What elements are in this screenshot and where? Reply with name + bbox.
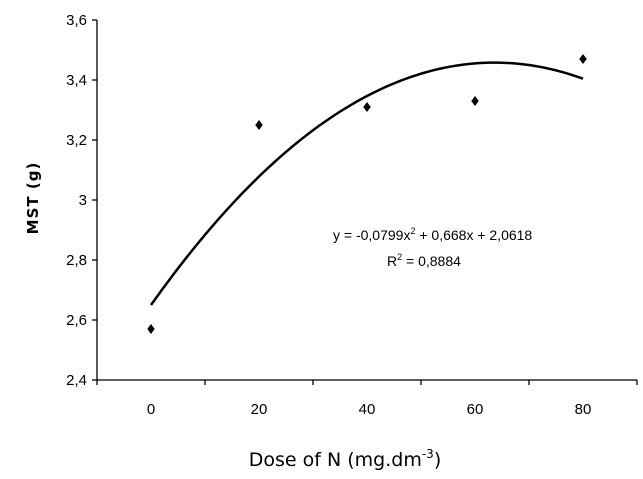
y-tick-label: 3,4 (66, 72, 87, 89)
data-point (255, 120, 263, 130)
x-tick-label: 80 (575, 401, 592, 418)
data-point (579, 54, 587, 64)
x-tick-label: 20 (251, 401, 268, 418)
data-points (147, 54, 587, 334)
x-axis-label: Dose of N (mg.dm-3) (249, 447, 441, 471)
y-tick-label: 3 (79, 192, 87, 209)
axes (92, 19, 638, 385)
y-tick-labels: 2,4 2,6 2,8 3 3,2 3,4 3,6 (66, 12, 87, 389)
y-tick-label: 2,6 (66, 312, 87, 329)
y-tick-label: 3,6 (66, 12, 87, 29)
trendline-equation: y = -0,0799x2 + 0,668x + 2,0618 (333, 226, 532, 243)
x-tick-label: 60 (467, 401, 484, 418)
y-tick-label: 2,8 (66, 252, 87, 269)
trendline (149, 61, 584, 306)
y-axis-label: MST (g) (24, 162, 42, 235)
x-tick-label: 40 (359, 401, 376, 418)
x-tick-label: 0 (147, 401, 155, 418)
data-point (471, 96, 479, 106)
data-point (147, 324, 155, 334)
y-tick-label: 2,4 (66, 372, 87, 389)
r-squared-label: R2 = 0,8884 (387, 252, 461, 269)
x-tick-labels: 0 20 40 60 80 (147, 401, 592, 418)
data-point (363, 102, 371, 112)
y-tick-label: 3,2 (66, 132, 87, 149)
